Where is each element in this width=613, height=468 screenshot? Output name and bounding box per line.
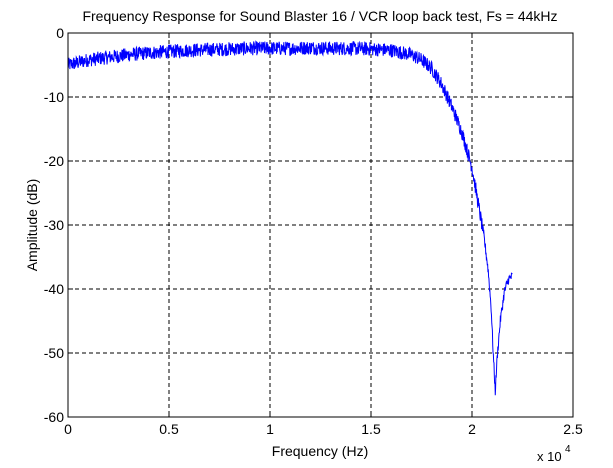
y-tick-label: -30 [44, 217, 64, 233]
series-line [67, 40, 513, 396]
y-tick-label: -10 [44, 89, 64, 105]
y-tick-label: -20 [44, 153, 64, 169]
chart-title: Frequency Response for Sound Blaster 16 … [82, 8, 557, 24]
x-axis-label: Frequency (Hz) [272, 443, 368, 459]
x-multiplier-exponent: 4 [565, 444, 571, 455]
y-axis-label: Amplitude (dB) [24, 179, 40, 272]
axis-ticks: 0 0.5 1 1.5 2 2.5 0 -10 -20 -30 -40 -50 -60 [44, 25, 583, 437]
y-tick-label: -50 [44, 345, 64, 361]
x-tick-label: 0.5 [159, 421, 179, 437]
grid-lines [68, 33, 573, 417]
x-tick-label: 1.5 [361, 421, 381, 437]
y-tick-label: 0 [56, 25, 64, 41]
x-multiplier-label: x 10 [537, 449, 562, 464]
y-tick-label: -60 [44, 409, 64, 425]
x-tick-label: 2 [468, 421, 476, 437]
x-tick-label: 1 [266, 421, 274, 437]
x-tick-label: 0 [64, 421, 72, 437]
y-tick-label: -40 [44, 281, 64, 297]
x-tick-label: 2.5 [563, 421, 583, 437]
